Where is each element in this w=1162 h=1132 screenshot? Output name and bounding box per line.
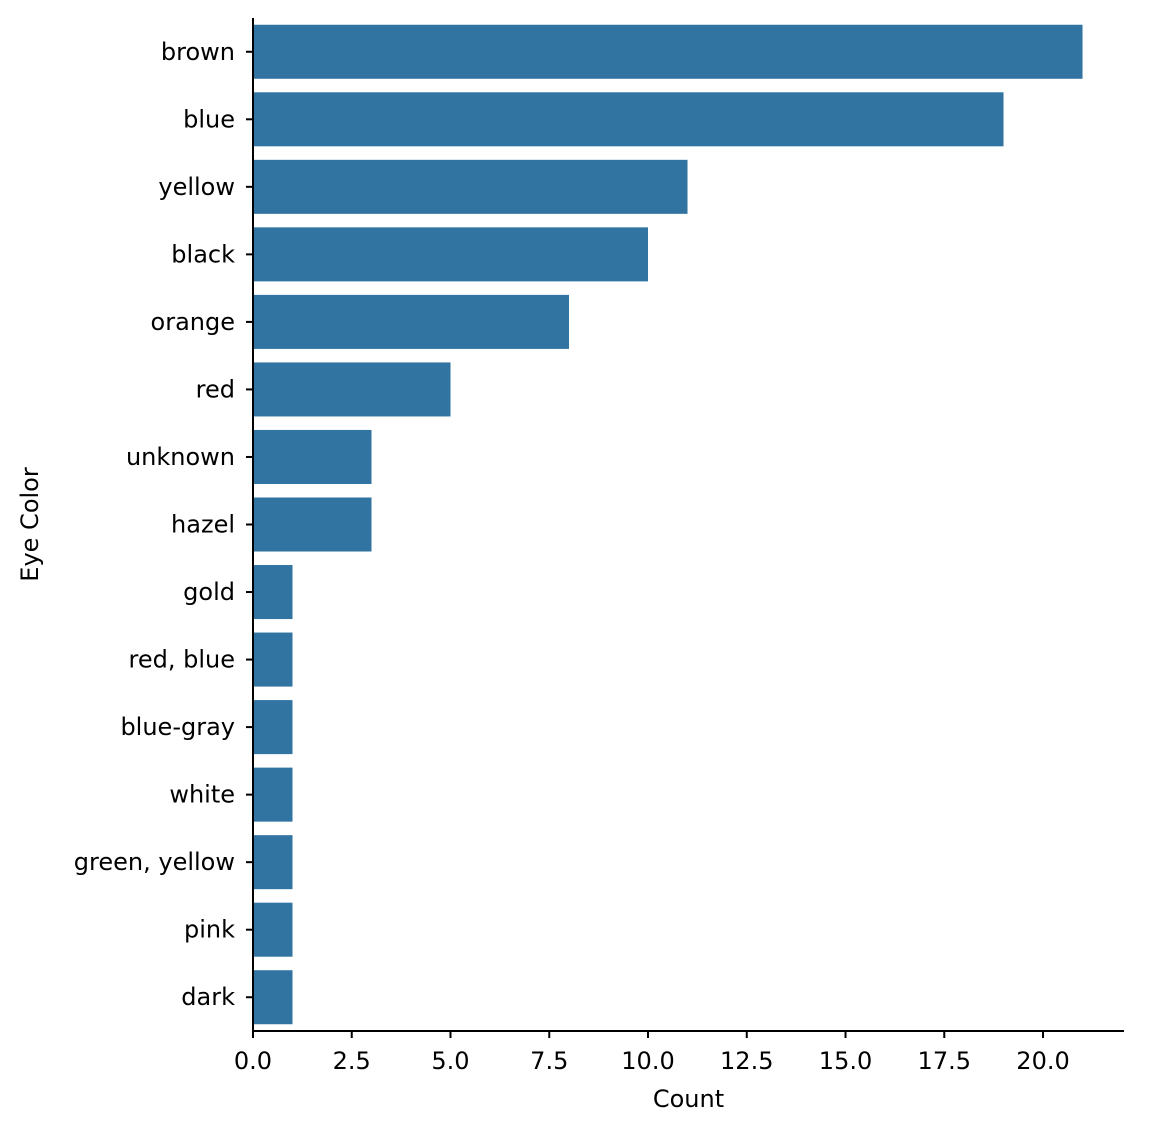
x-tick-label: 10.0: [621, 1047, 674, 1075]
y-tick-label: red, blue: [129, 646, 235, 674]
bar-green-yellow: [253, 835, 293, 890]
y-tick-label: green, yellow: [74, 848, 235, 876]
bar-dark: [253, 970, 293, 1025]
bar-brown: [253, 24, 1083, 79]
bar-blue-gray: [253, 700, 293, 755]
y-axis-label: Eye Color: [16, 467, 44, 582]
bar-white: [253, 767, 293, 822]
bar-black: [253, 227, 649, 282]
bar-hazel: [253, 497, 372, 552]
y-tick-label: white: [169, 781, 235, 809]
x-tick-label: 0.0: [234, 1047, 272, 1075]
y-tick-label: blue-gray: [120, 713, 235, 741]
x-axis-label: Count: [653, 1085, 724, 1113]
bar-yellow: [253, 159, 688, 214]
y-tick-label: brown: [161, 38, 235, 66]
x-tick-label: 2.5: [333, 1047, 371, 1075]
y-tick-label: hazel: [171, 511, 235, 539]
x-tick-label: 5.0: [431, 1047, 469, 1075]
y-axis-ticks: brown blue yellow black orange red unknown haze…: [74, 38, 253, 1011]
x-tick-label: 20.0: [1016, 1047, 1069, 1075]
x-tick-label: 15.0: [819, 1047, 872, 1075]
x-tick-label: 17.5: [918, 1047, 971, 1075]
bar-blue: [253, 92, 1004, 147]
bars-group: [253, 24, 1083, 1025]
bar-red-blue: [253, 632, 293, 687]
x-tick-label: 12.5: [720, 1047, 773, 1075]
y-tick-label: yellow: [158, 173, 235, 201]
y-tick-label: black: [171, 240, 235, 268]
x-tick-label: 7.5: [530, 1047, 568, 1075]
x-axis-ticks: 0.0 2.5 5.0 7.5 10.0 12.5 15.0 17.5 20.0: [234, 1031, 1070, 1075]
y-tick-label: gold: [183, 578, 235, 606]
bar-red: [253, 362, 451, 417]
y-tick-label: unknown: [126, 443, 235, 471]
y-tick-label: blue: [183, 105, 235, 133]
bar-pink: [253, 902, 293, 957]
y-tick-label: pink: [184, 916, 235, 944]
y-tick-label: dark: [181, 983, 235, 1011]
bar-unknown: [253, 429, 372, 484]
bar-gold: [253, 565, 293, 620]
y-tick-label: red: [196, 375, 235, 403]
bar-orange: [253, 294, 570, 349]
y-tick-label: orange: [151, 308, 235, 336]
